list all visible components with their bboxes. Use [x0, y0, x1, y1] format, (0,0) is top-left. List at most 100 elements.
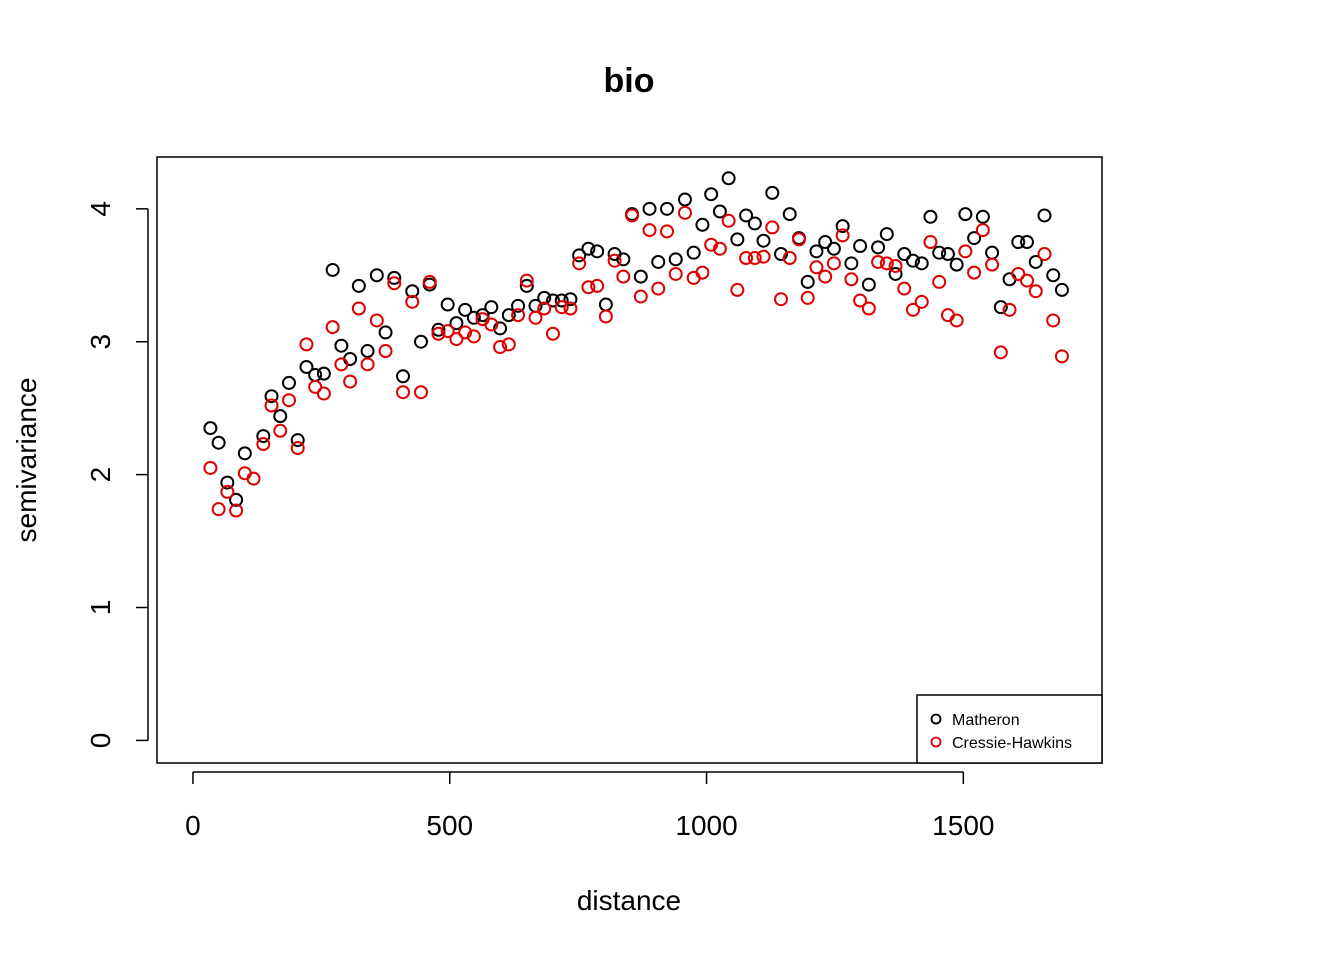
data-point [756, 233, 771, 248]
data-point [598, 309, 613, 324]
data-point [897, 281, 912, 296]
x-tick-label: 500 [426, 810, 473, 841]
data-point [572, 256, 587, 271]
data-point [325, 262, 340, 277]
data-point [519, 278, 534, 293]
data-point [879, 256, 894, 271]
data-point [351, 278, 366, 293]
data-point [756, 249, 771, 264]
data-point [730, 282, 745, 297]
data-point [545, 326, 560, 341]
data-point [879, 227, 894, 242]
data-point [246, 471, 261, 486]
data-point [493, 340, 508, 355]
data-point [290, 433, 305, 448]
y-tick-label: 0 [85, 733, 116, 749]
data-point [853, 239, 868, 254]
data-point [800, 274, 815, 289]
data-point [704, 237, 719, 252]
data-point [1046, 313, 1061, 328]
data-point [431, 326, 446, 341]
data-point [299, 359, 314, 374]
data-point [651, 254, 666, 269]
data-point [396, 385, 411, 400]
data-point [677, 192, 692, 207]
data-point [993, 300, 1008, 315]
y-tick-label: 1 [85, 600, 116, 616]
data-point [730, 232, 745, 247]
data-point [686, 245, 701, 260]
x-tick-label: 1000 [675, 810, 737, 841]
data-point [835, 219, 850, 234]
legend: Matheron Cressie-Hawkins [916, 694, 1103, 764]
data-point [501, 337, 516, 352]
data-point [949, 313, 964, 328]
data-point [1028, 254, 1043, 269]
data-point [413, 334, 428, 349]
data-point [1054, 282, 1069, 297]
data-point [1002, 302, 1017, 317]
data-point [906, 253, 920, 268]
data-point [449, 332, 464, 347]
y-tick-label: 2 [85, 467, 116, 483]
data-point [625, 208, 640, 223]
data-point [616, 252, 631, 267]
data-point [413, 385, 428, 400]
data-point [316, 366, 331, 381]
data-point [914, 256, 929, 271]
data-point [369, 313, 384, 328]
data-point [888, 266, 903, 281]
x-tick-label: 0 [185, 810, 201, 841]
data-point [668, 252, 683, 267]
data-point [484, 317, 499, 332]
chart-title: bio [604, 62, 655, 100]
data-point [853, 293, 868, 308]
data-point [572, 248, 587, 263]
data-point [211, 435, 226, 450]
data-point [334, 338, 349, 353]
data-point [949, 257, 964, 272]
data-point [712, 241, 727, 256]
data-point [958, 207, 973, 222]
data-point [774, 247, 789, 262]
data-point [1020, 235, 1035, 250]
data-point [1037, 208, 1052, 223]
data-point [563, 292, 578, 307]
data-point [256, 437, 271, 452]
y-tick-label: 4 [85, 201, 116, 217]
data-point [747, 216, 762, 231]
data-point [511, 308, 526, 323]
data-point [897, 247, 912, 262]
data-point [967, 231, 982, 246]
data-point [1054, 349, 1069, 364]
data-point [519, 273, 534, 288]
data-point [967, 265, 982, 280]
data-point [484, 300, 499, 315]
data-point [581, 280, 596, 295]
data-point [554, 300, 569, 315]
data-point [739, 251, 754, 265]
data-point [211, 502, 226, 517]
data-point [545, 293, 560, 308]
data-point [1020, 273, 1035, 288]
data-point [387, 270, 402, 285]
data-point [923, 209, 938, 224]
legend-label-matheron: Matheron [952, 712, 1020, 729]
data-point [932, 245, 947, 260]
x-axis-label: distance [577, 885, 681, 916]
data-point [273, 423, 288, 438]
data-point [360, 344, 375, 359]
data-point [229, 492, 244, 507]
data-point [220, 484, 235, 499]
data-point [334, 357, 349, 372]
data-point [281, 393, 296, 408]
data-point [940, 247, 955, 262]
data-point [616, 269, 631, 284]
data-point [765, 185, 780, 200]
data-point [493, 321, 508, 336]
data-point [800, 290, 815, 305]
data-point [975, 223, 990, 238]
data-point [466, 310, 481, 325]
data-point [1011, 266, 1026, 281]
